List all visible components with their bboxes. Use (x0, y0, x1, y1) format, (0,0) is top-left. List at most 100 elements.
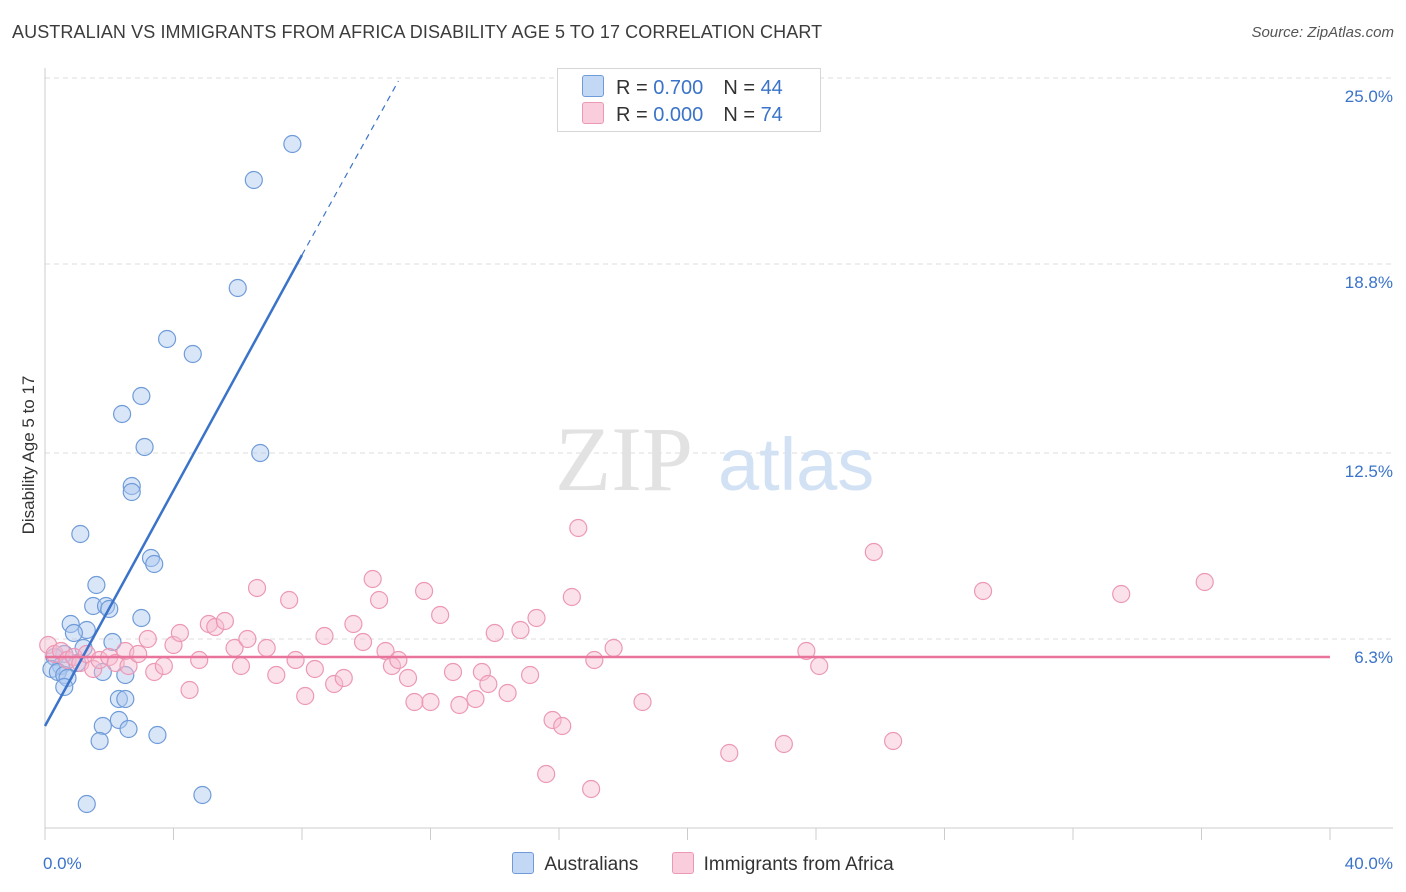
y-tick-label: 6.3% (1354, 648, 1393, 667)
africa-point (238, 629, 257, 649)
africa-point (604, 638, 623, 658)
trend-lines (43, 80, 1330, 727)
australian-point (122, 482, 141, 502)
axes (44, 68, 1393, 840)
africa-point (537, 764, 556, 784)
australian-point (71, 524, 90, 544)
australians-points (42, 134, 302, 814)
chart-title: AUSTRALIAN VS IMMIGRANTS FROM AFRICA DIS… (12, 22, 823, 42)
australian-point (122, 476, 141, 496)
australian-point (112, 404, 132, 424)
africa-point (774, 734, 793, 754)
africa-point (138, 629, 157, 649)
africa-point (498, 683, 517, 703)
africa-point (325, 674, 344, 694)
africa-point (315, 626, 334, 646)
africa-point (466, 689, 485, 709)
africa-point (553, 716, 572, 736)
legend-swatch-blue (582, 75, 604, 97)
africa-point (883, 731, 903, 751)
africa-point (414, 581, 434, 601)
australian-point (103, 632, 122, 652)
africa-point (129, 644, 148, 664)
australian-point (64, 623, 84, 643)
australians-swatch (512, 852, 535, 874)
africa-point (864, 542, 883, 562)
africa-point (398, 668, 418, 688)
australian-point (157, 329, 177, 349)
x-tick-label: 40.0% (1345, 854, 1393, 873)
y-axis-label: Disability Age 5 to 17 (19, 376, 38, 535)
africa-point (280, 590, 299, 610)
australian-point (109, 689, 128, 709)
africa-point (562, 587, 581, 607)
australian-point (132, 386, 151, 406)
legend-n-label: N = (723, 104, 761, 126)
australians-trend-extension (301, 80, 399, 256)
africa-point (334, 668, 353, 688)
africa-point (154, 656, 173, 676)
australian-point (116, 689, 135, 709)
africa-point (527, 608, 546, 628)
legend-n-label: N = (723, 77, 761, 99)
africa-point (520, 665, 540, 685)
legend-item-australians[interactable]: Australians (512, 852, 638, 876)
africa-point (84, 659, 103, 679)
africa-point (431, 605, 450, 625)
africa-point (810, 656, 829, 676)
africa-point (267, 665, 286, 685)
legend-r-label: R = (616, 77, 654, 99)
africa-point (344, 614, 363, 634)
australian-point (283, 134, 302, 154)
africa-point (421, 692, 440, 712)
africa-point (582, 779, 601, 799)
legend-r-value: 0.000 (653, 104, 704, 126)
africa-point (370, 590, 389, 610)
legend-n-value: 44 (760, 77, 783, 99)
correlation-legend: R = 0.700 N = 44 R = 0.000 N = 74 (557, 68, 821, 132)
africa-swatch (671, 852, 694, 874)
australian-point (119, 719, 138, 739)
australian-point (193, 785, 212, 805)
australian-point (90, 731, 109, 751)
africa-point (543, 710, 562, 730)
australian-point (87, 575, 106, 595)
africa-point (363, 569, 382, 589)
legend-row-australians: R = 0.700 N = 44 (582, 75, 783, 101)
africa-point (479, 674, 498, 694)
africa-point (973, 581, 993, 601)
tick-labels: 6.3% 12.5% 18.8% 25.0% 0.0% 40.0% (43, 87, 1393, 873)
watermark-zip: ZIP (555, 408, 693, 510)
legend-swatch-pink (582, 102, 604, 124)
africa-point (215, 611, 234, 631)
series-legend: Australians Immigrants from Africa (0, 852, 1406, 876)
australian-point (183, 344, 202, 364)
grid-lines (45, 77, 1393, 640)
africa-point (720, 743, 739, 763)
africa-point (1112, 584, 1131, 604)
africa-point (485, 623, 504, 643)
australian-point (132, 608, 151, 628)
africa-point (296, 686, 315, 706)
africa-point (585, 650, 604, 670)
australian-point (228, 278, 247, 298)
australian-point (251, 443, 270, 463)
legend-r-label: R = (616, 104, 654, 126)
africa-point (247, 578, 267, 598)
legend-r-value: 0.700 (653, 77, 704, 99)
africa-point (376, 641, 395, 661)
australian-point (145, 554, 164, 574)
y-tick-label: 12.5% (1345, 462, 1393, 481)
africa-point (190, 650, 209, 670)
legend-row-africa: R = 0.000 N = 74 (582, 102, 783, 128)
australian-point (244, 170, 263, 190)
legend-label-africa: Immigrants from Africa (703, 854, 894, 875)
legend-item-africa[interactable]: Immigrants from Africa (671, 852, 894, 876)
africa-point (405, 692, 424, 712)
africa-point (257, 638, 276, 658)
africa-point (286, 650, 305, 670)
y-tick-label: 25.0% (1345, 87, 1393, 106)
africa-point (180, 680, 199, 700)
y-tick-label: 18.8% (1345, 273, 1393, 292)
africa-point (797, 641, 816, 661)
